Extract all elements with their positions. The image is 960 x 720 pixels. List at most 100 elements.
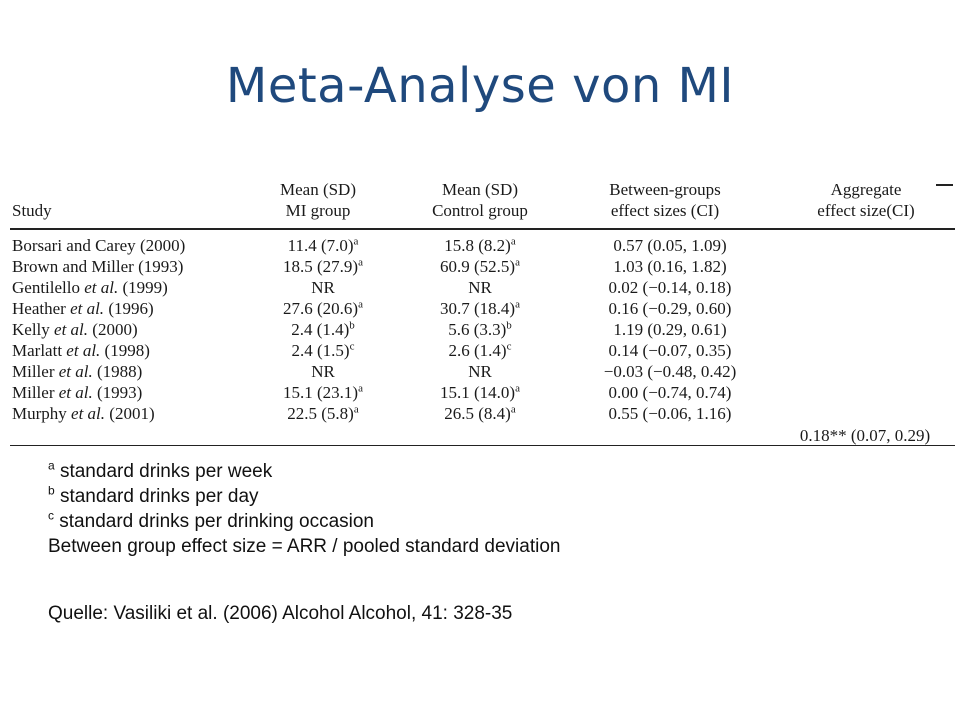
study-cell: Miller et al. (1993): [12, 382, 142, 403]
study-name: Murphy: [12, 404, 72, 423]
control-mean-value: NR: [468, 362, 492, 381]
control-mean-value: 26.5 (8.4): [444, 404, 511, 423]
footnote-c: c standard drinks per drinking occasion: [48, 509, 560, 534]
study-cell: Brown and Miller (1993): [12, 256, 183, 277]
study-etal: et al.: [66, 341, 101, 360]
control-mean-value: 5.6 (3.3): [448, 320, 507, 339]
study-year: (2000): [135, 236, 186, 255]
mi-mean-cell: 2.4 (1.5)c: [268, 340, 378, 361]
mi-mean-cell: 27.6 (20.6)a: [268, 298, 378, 319]
mi-mean-value: NR: [311, 362, 335, 381]
mi-mean-marker: a: [353, 235, 359, 248]
header-agg-line2: effect size(CI): [817, 201, 915, 220]
control-mean-marker: c: [506, 340, 512, 353]
footnote-a: a standard drinks per week: [48, 459, 560, 484]
study-year: (2001): [105, 404, 155, 423]
effect-size-cell: 0.02 (−0.14, 0.18): [608, 278, 732, 297]
table-row: Miller et al. (1993) 15.1 (23.1)a 15.1 (14…: [10, 382, 955, 403]
control-mean-marker: a: [510, 403, 516, 416]
control-mean-cell: 26.5 (8.4)a: [425, 403, 535, 424]
control-mean-value: 30.7 (18.4): [440, 299, 516, 318]
header-ctrl-line1: Mean (SD): [441, 180, 518, 199]
study-etal: et al.: [84, 278, 119, 297]
mi-mean-marker: a: [353, 403, 359, 416]
control-mean-cell: 60.9 (52.5)a: [425, 256, 535, 277]
footnote-a-marker: a: [48, 458, 55, 473]
study-etal: et al.: [70, 299, 105, 318]
study-year: (1996): [104, 299, 154, 318]
control-mean-marker: a: [510, 235, 516, 248]
control-mean-marker: a: [515, 256, 520, 269]
footnote-b-marker: b: [48, 483, 55, 498]
control-mean-cell: NR: [425, 277, 535, 298]
study-etal: et al.: [58, 383, 93, 402]
table-row: Murphy et al. (2001) 22.5 (5.8)a 26.5 (8.4…: [10, 403, 955, 424]
mi-mean-cell: 15.1 (23.1)a: [268, 382, 378, 403]
footnote-b-text: standard drinks per day: [54, 486, 259, 507]
footnote-c-text: standard drinks per drinking occasion: [54, 511, 375, 532]
mi-mean-cell: 22.5 (5.8)a: [268, 403, 378, 424]
control-mean-cell: NR: [425, 361, 535, 382]
mi-mean-value: 27.6 (20.6): [283, 299, 359, 318]
control-mean-marker: a: [515, 298, 520, 311]
header-bg-line2: effect sizes (CI): [610, 201, 720, 220]
effect-size-cell: 0.14 (−0.07, 0.35): [608, 341, 732, 360]
study-year: (2000): [88, 320, 138, 339]
header-agg-line1: Aggregate: [830, 180, 902, 199]
study-etal: et al.: [54, 320, 89, 339]
study-year: (1993): [133, 257, 184, 276]
effect-size-cell: 0.57 (0.05, 1.09): [613, 236, 727, 255]
study-year: (1998): [100, 341, 150, 360]
aggregate-row: 0.18** (0.07, 0.29): [10, 425, 955, 446]
table-bottom-rule: [10, 445, 955, 446]
mi-mean-value: 18.5 (27.9): [283, 257, 359, 276]
header-ctrl-line2: Control group: [432, 201, 528, 220]
header-control-group: Mean (SD) Control group: [415, 179, 545, 221]
control-mean-cell: 15.1 (14.0)a: [425, 382, 535, 403]
header-mi-line1: Mean (SD): [279, 180, 356, 199]
mi-mean-value: 2.4 (1.4): [291, 320, 350, 339]
header-between-groups: Between-groups effect sizes (CI): [590, 179, 740, 221]
table-row: Miller et al. (1988) NR NR −0.03 (−0.48, 0.…: [10, 361, 955, 382]
footnotes: a standard drinks per week b standard dr…: [48, 459, 560, 559]
meta-analysis-table: Study Mean (SD) MI group Mean (SD) Contr…: [10, 175, 955, 455]
table-row: Heather et al. (1996) 27.6 (20.6)a 30.7 (1…: [10, 298, 955, 319]
mi-mean-value: 11.4 (7.0): [287, 236, 354, 255]
slide-title: Meta-Analyse von MI: [225, 58, 735, 114]
study-cell: Murphy et al. (2001): [12, 403, 155, 424]
source-citation: Quelle: Vasiliki et al. (2006) Alcohol A…: [48, 603, 513, 624]
study-name: Miller: [12, 362, 59, 381]
study-year: (1999): [118, 278, 168, 297]
mi-mean-value: 15.1 (23.1): [283, 383, 359, 402]
header-study: Study: [12, 201, 52, 220]
effect-size-cell: 0.00 (−0.74, 0.74): [608, 383, 732, 402]
study-name: Borsari and Carey: [12, 236, 136, 255]
effect-size-cell: 1.19 (0.29, 0.61): [613, 320, 727, 339]
header-mi-group: Mean (SD) MI group: [258, 179, 378, 221]
study-cell: Heather et al. (1996): [12, 298, 154, 319]
mi-mean-cell: NR: [268, 277, 378, 298]
footnote-c-marker: c: [48, 508, 54, 523]
study-year: (1988): [92, 362, 143, 381]
study-cell: Miller et al. (1988): [12, 361, 142, 382]
study-cell: Borsari and Carey (2000): [12, 235, 185, 256]
control-mean-marker: b: [506, 319, 512, 332]
effect-size-cell: 1.03 (0.16, 1.82): [613, 257, 727, 276]
table-header-rule: [10, 228, 955, 230]
control-mean-cell: 15.8 (8.2)a: [425, 235, 535, 256]
control-mean-value: 60.9 (52.5): [440, 257, 516, 276]
study-cell: Gentilello et al. (1999): [12, 277, 168, 298]
header-mi-line2: MI group: [285, 201, 351, 220]
control-mean-value: 15.1 (14.0): [440, 383, 516, 402]
study-name: Gentilello: [12, 278, 85, 297]
footnote-b: b standard drinks per day: [48, 484, 560, 509]
control-mean-cell: 30.7 (18.4)a: [425, 298, 535, 319]
study-etal: et al.: [58, 362, 93, 381]
effect-size-cell: 0.16 (−0.29, 0.60): [608, 299, 732, 318]
table-row: Borsari and Carey (2000) 11.4 (7.0)a 15.8 …: [10, 235, 955, 256]
study-cell: Marlatt et al. (1998): [12, 340, 150, 361]
study-etal: et al.: [71, 404, 106, 423]
mi-mean-cell: 18.5 (27.9)a: [268, 256, 378, 277]
mi-mean-value: 22.5 (5.8): [287, 404, 354, 423]
study-cell: Kelly et al. (2000): [12, 319, 138, 340]
